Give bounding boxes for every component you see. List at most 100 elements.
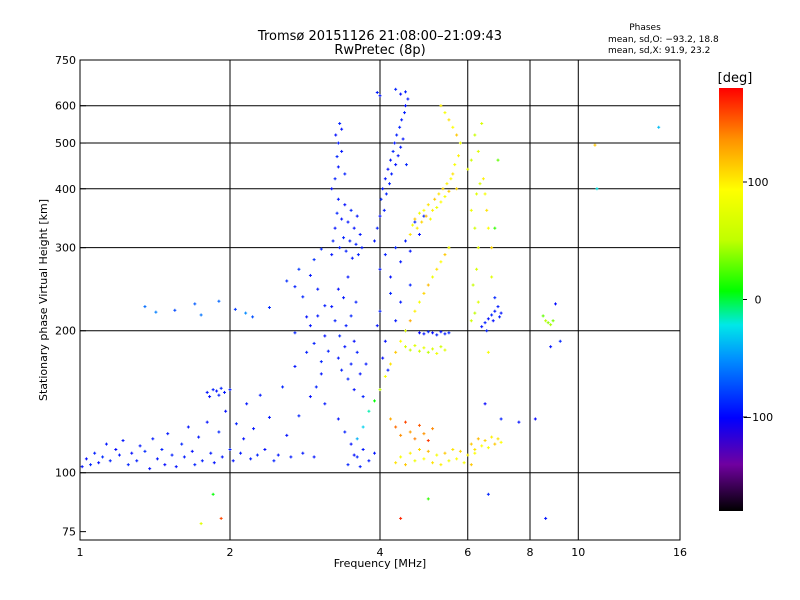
data-point xyxy=(352,339,356,343)
data-point xyxy=(469,463,473,467)
data-point xyxy=(483,439,487,443)
data-point xyxy=(389,417,393,421)
data-point xyxy=(312,258,316,262)
data-point xyxy=(473,311,477,315)
x-minor-tick-label: 6 xyxy=(464,546,471,559)
data-point xyxy=(426,203,430,207)
data-point xyxy=(394,246,398,250)
data-point xyxy=(420,220,424,224)
data-point xyxy=(483,321,487,325)
data-point xyxy=(373,239,377,243)
data-point xyxy=(475,192,479,196)
data-point xyxy=(399,300,403,304)
data-point xyxy=(435,453,439,457)
data-point xyxy=(486,446,490,450)
data-point xyxy=(483,402,487,406)
data-point xyxy=(517,420,521,424)
data-point xyxy=(486,317,490,321)
data-point xyxy=(549,345,553,349)
data-point xyxy=(394,319,398,323)
data-point xyxy=(396,154,400,158)
data-point xyxy=(361,395,365,399)
y-tick-label: 200 xyxy=(55,325,76,338)
data-point xyxy=(330,253,334,257)
data-point xyxy=(451,125,455,129)
data-point xyxy=(338,246,342,250)
data-point xyxy=(193,302,197,306)
data-point xyxy=(490,246,494,250)
colorbar-ticks: 100 0 −100 xyxy=(743,176,773,424)
data-point xyxy=(394,163,398,167)
data-point xyxy=(417,331,421,335)
data-point xyxy=(126,463,130,467)
data-point xyxy=(186,425,190,429)
x-tick-label: 4 xyxy=(377,546,384,559)
data-point xyxy=(244,311,248,315)
data-point xyxy=(163,463,167,467)
data-point xyxy=(408,249,412,253)
data-point xyxy=(383,339,387,343)
data-point xyxy=(223,390,227,394)
data-point xyxy=(408,430,412,434)
data-point xyxy=(340,368,344,372)
data-point xyxy=(352,226,356,230)
data-point xyxy=(417,232,421,236)
data-point xyxy=(333,226,337,230)
data-point xyxy=(381,187,385,191)
data-point xyxy=(458,141,462,145)
data-point xyxy=(493,442,497,446)
data-point xyxy=(211,388,215,392)
data-point xyxy=(413,220,417,224)
data-point xyxy=(267,415,271,419)
data-point xyxy=(439,463,443,467)
data-point xyxy=(439,330,443,334)
data-point xyxy=(408,348,412,352)
data-point xyxy=(301,295,305,299)
data-point xyxy=(323,334,327,338)
data-point xyxy=(422,346,426,350)
data-point xyxy=(458,449,462,453)
data-point xyxy=(443,253,447,257)
data-point xyxy=(308,395,312,399)
data-point xyxy=(80,465,84,469)
data-point xyxy=(231,459,235,463)
data-point xyxy=(469,319,473,323)
data-point xyxy=(403,345,407,349)
data-point xyxy=(466,453,470,457)
data-point xyxy=(417,423,421,427)
data-point xyxy=(445,182,449,186)
data-point xyxy=(533,417,537,421)
data-point xyxy=(378,267,382,271)
data-point xyxy=(249,457,253,461)
data-point xyxy=(170,453,174,457)
data-point xyxy=(344,324,348,328)
data-point xyxy=(431,275,435,279)
y-tick-label: 750 xyxy=(55,54,76,67)
data-point xyxy=(93,451,97,455)
data-point xyxy=(415,226,419,230)
data-point xyxy=(544,516,548,520)
data-point xyxy=(443,348,447,352)
data-point xyxy=(346,377,350,381)
data-point xyxy=(255,453,259,457)
data-point xyxy=(383,374,387,378)
data-point xyxy=(451,447,455,451)
data-point xyxy=(205,420,209,424)
data-point xyxy=(476,149,480,153)
data-point xyxy=(478,182,482,186)
data-point xyxy=(360,246,364,250)
data-point xyxy=(316,314,320,318)
data-point xyxy=(379,197,383,201)
data-point xyxy=(431,427,435,431)
data-point xyxy=(386,167,390,171)
data-point xyxy=(346,275,350,279)
x-tick-label: 8 xyxy=(527,546,534,559)
data-point xyxy=(319,372,323,376)
data-point xyxy=(426,497,430,501)
data-point xyxy=(443,111,447,115)
data-point xyxy=(340,217,344,221)
data-point xyxy=(413,344,417,348)
data-point xyxy=(422,332,426,336)
data-point xyxy=(228,388,232,392)
